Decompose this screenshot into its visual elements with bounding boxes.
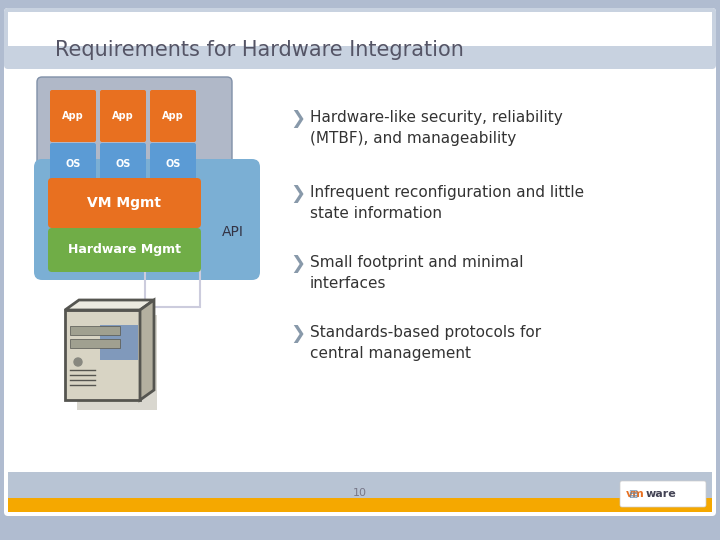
Circle shape xyxy=(74,358,82,366)
FancyBboxPatch shape xyxy=(48,228,201,272)
Text: OS: OS xyxy=(115,159,131,169)
Text: vm: vm xyxy=(626,489,645,499)
Polygon shape xyxy=(100,325,138,360)
Text: App: App xyxy=(62,111,84,121)
Text: ❯: ❯ xyxy=(290,110,305,128)
Text: ❯: ❯ xyxy=(290,185,305,203)
Text: Small footprint and minimal
interfaces: Small footprint and minimal interfaces xyxy=(310,255,523,291)
FancyBboxPatch shape xyxy=(150,90,196,142)
FancyBboxPatch shape xyxy=(70,339,120,348)
Polygon shape xyxy=(140,300,154,400)
Text: ware: ware xyxy=(646,489,677,499)
Text: Infrequent reconfiguration and little
state information: Infrequent reconfiguration and little st… xyxy=(310,185,584,221)
Text: App: App xyxy=(162,111,184,121)
FancyBboxPatch shape xyxy=(65,310,140,400)
Text: ❯: ❯ xyxy=(290,255,305,273)
Text: VM Mgmt: VM Mgmt xyxy=(87,196,161,210)
FancyBboxPatch shape xyxy=(50,90,96,142)
FancyBboxPatch shape xyxy=(48,178,201,228)
FancyBboxPatch shape xyxy=(620,481,706,507)
FancyBboxPatch shape xyxy=(150,143,196,184)
Text: OS: OS xyxy=(166,159,181,169)
FancyBboxPatch shape xyxy=(8,472,712,512)
FancyBboxPatch shape xyxy=(100,90,146,142)
Text: ❯: ❯ xyxy=(290,325,305,343)
Text: ▤: ▤ xyxy=(628,489,637,499)
FancyBboxPatch shape xyxy=(37,77,232,195)
Text: Standards-based protocols for
central management: Standards-based protocols for central ma… xyxy=(310,325,541,361)
FancyBboxPatch shape xyxy=(8,12,712,46)
FancyBboxPatch shape xyxy=(70,326,120,335)
FancyBboxPatch shape xyxy=(8,498,712,512)
Text: Hardware Mgmt: Hardware Mgmt xyxy=(68,244,181,256)
Text: Requirements for Hardware Integration: Requirements for Hardware Integration xyxy=(55,40,464,60)
FancyBboxPatch shape xyxy=(77,315,157,410)
FancyBboxPatch shape xyxy=(4,8,716,69)
Polygon shape xyxy=(65,300,154,310)
Text: OS: OS xyxy=(66,159,81,169)
Text: API: API xyxy=(222,225,244,239)
Text: 10: 10 xyxy=(353,488,367,498)
FancyBboxPatch shape xyxy=(100,143,146,184)
FancyBboxPatch shape xyxy=(50,143,96,184)
Text: App: App xyxy=(112,111,134,121)
FancyBboxPatch shape xyxy=(34,159,260,280)
Text: Hardware-like security, reliability
(MTBF), and manageability: Hardware-like security, reliability (MTB… xyxy=(310,110,563,146)
FancyBboxPatch shape xyxy=(4,8,716,516)
